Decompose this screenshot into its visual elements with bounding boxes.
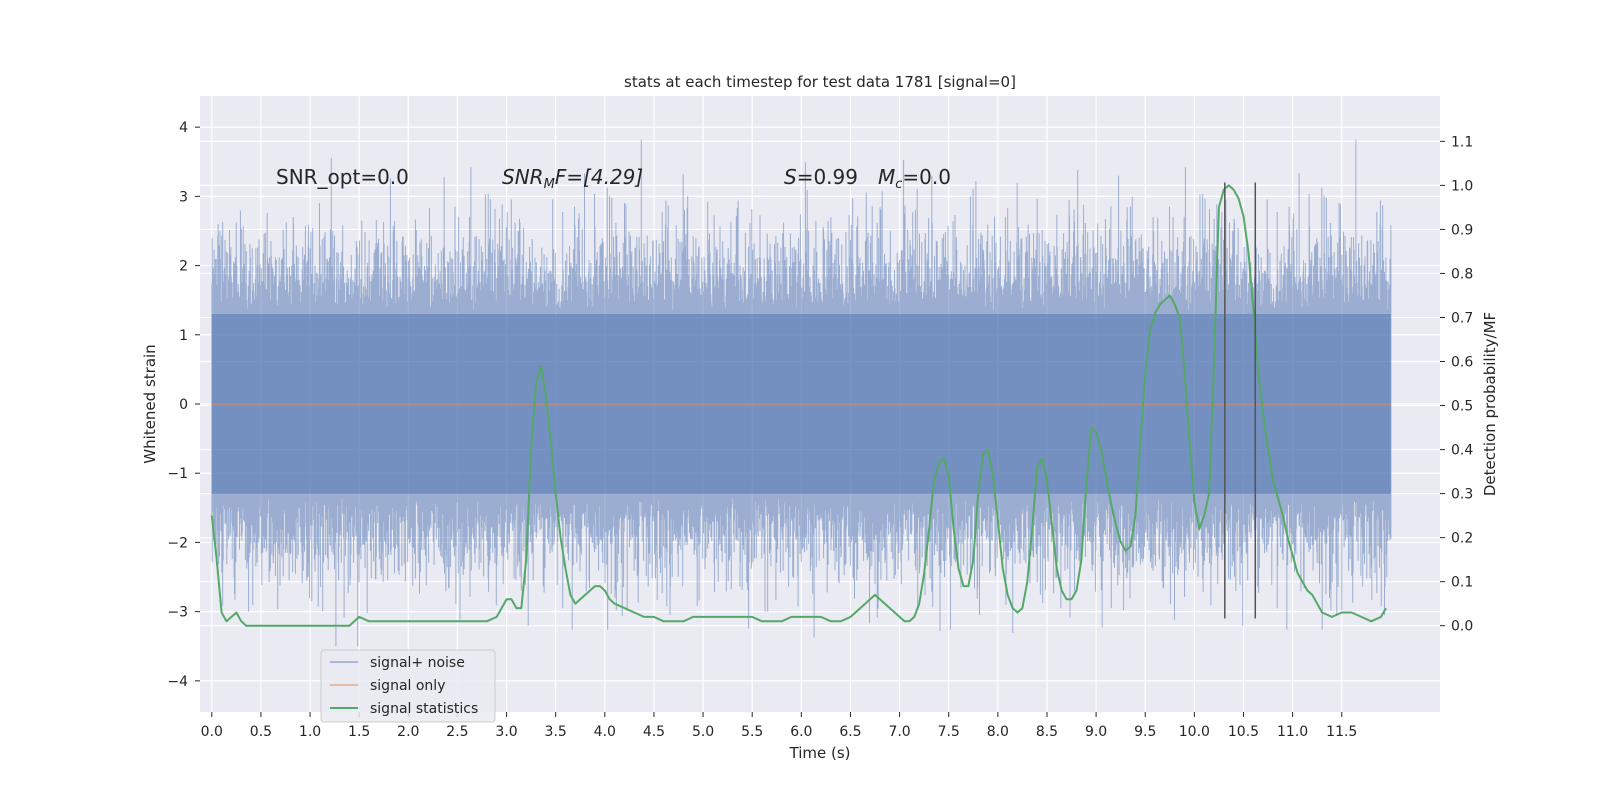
y-tick-label: −4 <box>167 674 188 690</box>
legend-box <box>320 649 496 723</box>
x-tick-label: 3.5 <box>545 724 567 740</box>
x-tick-label: 6.5 <box>839 724 861 740</box>
x-tick-label: 0.0 <box>201 724 223 740</box>
y2-axis-ticks: 0.0 0.1 0.2 0.3 0.4 0.5 0.6 0.7 0.8 0.9 1.0 1.1 <box>1440 134 1473 635</box>
x-tick-label: 6.0 <box>790 724 812 740</box>
y2-tick-label: 1.0 <box>1451 178 1473 194</box>
annotation-snr-mf: SNRMF=[4.29] <box>502 165 643 192</box>
y-tick-label: 0 <box>179 397 188 413</box>
x-tick-label: 10.5 <box>1228 724 1259 740</box>
y-axis-ticks: −4 −3 −2 −1 0 1 2 3 4 <box>167 120 200 690</box>
annotation-s-value: =0.99 <box>797 165 858 189</box>
legend-label-signal-only: signal only <box>370 678 445 694</box>
y-tick-label: 1 <box>179 328 188 344</box>
y2-tick-label: 0.8 <box>1451 266 1473 282</box>
y-tick-label: 4 <box>179 120 188 136</box>
x-tick-label: 4.5 <box>643 724 665 740</box>
x-tick-label: 2.0 <box>397 724 419 740</box>
y2-tick-label: 0.0 <box>1451 619 1473 635</box>
annotation-mc-value: =0.0 <box>902 165 951 189</box>
x-tick-label: 9.0 <box>1085 724 1107 740</box>
x-tick-label: 11.0 <box>1277 724 1308 740</box>
vertical-markers <box>1224 182 1257 619</box>
y2-tick-label: 0.6 <box>1451 355 1473 371</box>
y-tick-label: −3 <box>167 605 188 621</box>
x-tick-label: 1.5 <box>348 724 370 740</box>
x-axis-label: Time (s) <box>789 744 851 762</box>
y2-tick-label: 0.5 <box>1451 399 1473 415</box>
legend: signal+ noise signal only signal statist… <box>320 649 496 723</box>
annotation-snr-opt: SNR_opt=0.0 <box>276 165 409 189</box>
x-tick-label: 3.0 <box>495 724 517 740</box>
signal-statistics-series <box>210 184 1387 627</box>
x-tick-label: 0.5 <box>250 724 272 740</box>
y2-tick-label: 0.4 <box>1451 443 1473 459</box>
y2-tick-label: 0.3 <box>1451 487 1473 503</box>
y2-tick-label: 1.1 <box>1451 134 1473 150</box>
y-axis-label: Whitened strain <box>141 344 159 463</box>
y2-axis-label: Detection probability/MF <box>1481 312 1499 496</box>
annotation-mc-name: M <box>878 165 895 189</box>
legend-label-signal-noise: signal+ noise <box>370 655 465 671</box>
y-tick-label: −2 <box>167 535 188 551</box>
signal-statistics-line <box>210 184 1387 627</box>
chart-title: stats at each timestep for test data 178… <box>624 73 1016 91</box>
annotation-snr-mf-sub: M <box>544 177 555 192</box>
y2-tick-label: 0.7 <box>1451 310 1473 326</box>
annotation-snr-mf-rest: F=[4.29] <box>555 165 643 189</box>
legend-label-signal-statistics: signal statistics <box>370 701 478 717</box>
y-tick-label: −1 <box>167 466 188 482</box>
x-tick-label: 9.5 <box>1134 724 1156 740</box>
x-tick-label: 5.5 <box>741 724 763 740</box>
y2-tick-label: 0.1 <box>1451 575 1473 591</box>
x-axis-ticks: 0.0 0.5 1.0 1.5 2.0 2.5 3.0 3.5 4.0 4.5 5.0 5.5 6.0 6… <box>201 712 1357 740</box>
annotation-s-name: S <box>784 165 797 189</box>
annotation-s: S=0.99 <box>784 165 858 189</box>
noise-spikes <box>211 139 1392 647</box>
x-tick-label: 1.0 <box>299 724 321 740</box>
annotation-mc: Mc=0.0 <box>878 165 951 192</box>
x-tick-label: 10.0 <box>1179 724 1210 740</box>
annotation-mc-sub: c <box>895 177 902 192</box>
x-tick-label: 4.0 <box>594 724 616 740</box>
x-tick-label: 7.5 <box>938 724 960 740</box>
y2-tick-label: 0.9 <box>1451 222 1473 238</box>
annotation-snr-mf-name: SNR <box>502 165 544 189</box>
x-tick-label: 7.0 <box>888 724 910 740</box>
y-tick-label: 2 <box>179 259 188 275</box>
x-tick-label: 8.5 <box>1036 724 1058 740</box>
x-tick-label: 11.5 <box>1326 724 1357 740</box>
x-tick-label: 2.5 <box>446 724 468 740</box>
x-tick-label: 5.0 <box>692 724 714 740</box>
x-tick-label: 8.0 <box>987 724 1009 740</box>
y-tick-label: 3 <box>179 189 188 205</box>
y2-tick-label: 0.2 <box>1451 531 1473 547</box>
